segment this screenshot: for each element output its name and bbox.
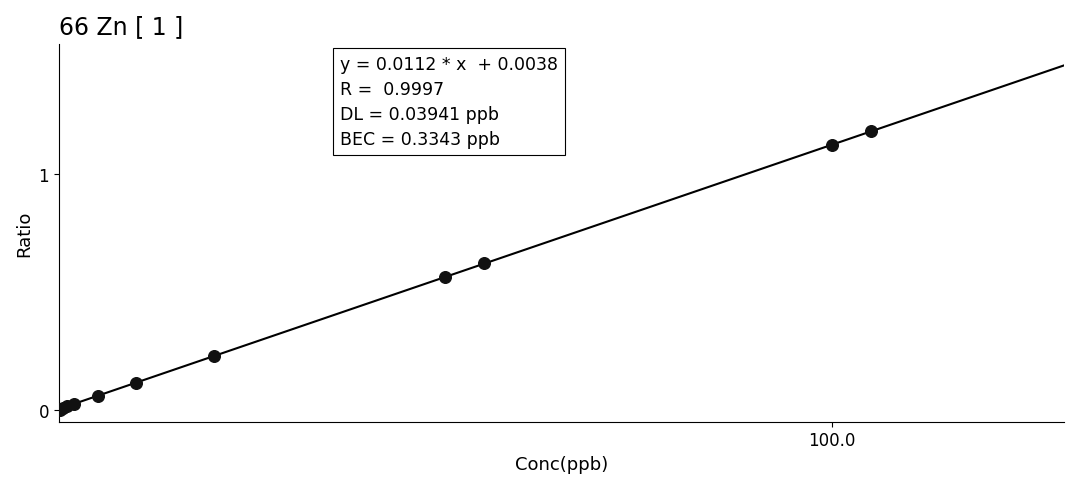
Point	[52, 406, 69, 413]
Text: y = 0.0112 * x  + 0.0038
R =  0.9997
DL = 0.03941 ppb
BEC = 0.3343 ppb: y = 0.0112 * x + 0.0038 R = 0.9997 DL = …	[340, 56, 558, 149]
Point	[51, 406, 68, 414]
Point	[54, 404, 71, 412]
Point	[862, 128, 879, 136]
Point	[66, 400, 83, 408]
Point	[127, 379, 145, 386]
X-axis label: Conc(ppb): Conc(ppb)	[515, 455, 609, 473]
Point	[437, 273, 454, 281]
Point	[58, 403, 76, 410]
Point	[88, 392, 106, 400]
Y-axis label: Ratio: Ratio	[15, 210, 33, 257]
Point	[823, 142, 841, 149]
Text: 66 Zn [ 1 ]: 66 Zn [ 1 ]	[59, 15, 183, 39]
Point	[476, 260, 493, 267]
Point	[205, 352, 222, 360]
